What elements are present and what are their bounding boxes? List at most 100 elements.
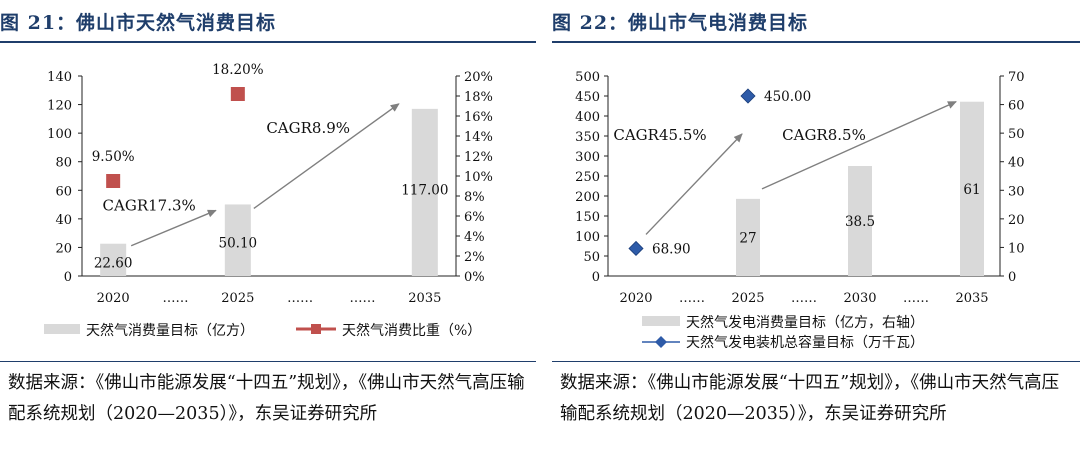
bar-value-label: 117.00 [401,182,448,198]
cagr-arrow-2025-2035 [253,103,400,209]
y-left-tick-label: 40 [55,213,72,228]
x-tick-label: …… [287,291,313,306]
x-tick-label: …… [679,291,705,306]
y-right-tick-label: 70 [1008,70,1025,85]
bar-2020 [100,243,127,276]
legend-label-line: 天然气发电装机总容量目标（万千瓦） [686,334,924,351]
y-left-tick-label: 300 [575,150,600,165]
legend-label-marker: 天然气消费比重（%） [342,322,481,339]
y-left-tick-label: 0 [592,270,600,285]
bar-2035 [411,108,438,276]
cagr-arrow-2025-2035 [761,101,957,190]
capacity-line [636,96,748,248]
figure-22-top-rule [552,41,1080,43]
figure-21-source: 数据来源：《佛山市能源发展“十四五”规划》，《佛山市天然气高压输配系统规划（20… [8,373,525,424]
y-right-tick-label: 50 [1008,127,1025,142]
bar-value-label: 61 [963,182,980,198]
y-left-tick-label: 200 [575,190,600,205]
y-right-tick-label: 20% [464,70,493,85]
share-value-label: 9.50% [92,149,135,165]
y-right-tick-label: 16% [464,110,493,125]
x-tick-label: …… [791,291,817,306]
gas-power-chart: 0501001502002503003504004505000102030405… [575,70,1025,351]
figure-21-bottom-rule [0,361,536,362]
y-right-tick-label: 40 [1008,156,1025,171]
legend-label-bar: 天然气发电消费量目标（亿方，右轴） [686,314,924,331]
cagr-annotation: CAGR8.5% [782,126,866,144]
y-left-tick-label: 60 [55,184,72,199]
legend-swatch-bar [44,324,80,334]
x-tick-label: 2025 [731,291,764,306]
y-left-tick-label: 150 [575,210,600,225]
y-right-tick-label: 14% [464,130,493,145]
y-left-tick-label: 20 [55,241,72,256]
bar-2025 [736,198,760,276]
figure-22-title: 图 22：佛山市气电消费目标 [552,12,809,34]
y-right-tick-label: 18% [464,90,493,105]
figure-22-source: 数据来源：《佛山市能源发展“十四五”规划》，《佛山市天然气高压输配系统规划（20… [560,373,1060,424]
share-marker-2020 [106,174,121,188]
y-right-tick-label: 60 [1008,99,1025,114]
bar-value-label: 38.5 [845,214,875,230]
share-marker-2025 [230,87,245,101]
bar-value-label: 27 [739,230,756,246]
bar-value-label: 50.10 [219,235,258,251]
y-left-tick-label: 450 [575,90,600,105]
y-right-tick-label: 0 [1008,270,1016,285]
y-right-tick-label: 4% [464,230,485,245]
y-left-tick-label: 80 [55,156,72,171]
y-left-tick-label: 100 [575,230,600,245]
y-left-tick-label: 120 [47,99,72,114]
x-tick-label: 2020 [97,291,130,306]
y-left-tick-label: 100 [47,127,72,142]
capacity-value-label: 450.00 [764,89,811,105]
y-right-tick-label: 6% [464,210,485,225]
figure-22-panel: 图 22：佛山市气电消费目标 0 50 100 150 200 250 300 350 400 4… [552,0,1080,473]
y-right-tick-label: 20 [1008,213,1025,228]
y-right-tick-label: 2% [464,250,485,265]
bar-2035 [960,101,984,276]
figure-21-title: 图 21：佛山市天然气消费目标 [0,12,277,34]
gas-consumption-chart: 0 20 40 60 80 100 120 140 0% 2% 4% 6% 8% 10% 12% 14% 16%… [44,62,493,339]
y-right-tick-label: 8% [464,190,485,205]
bar-2030 [848,166,872,276]
y-right-tick-label: 30 [1008,184,1025,199]
legend-label-bar: 天然气消费量目标（亿方） [86,322,254,339]
cagr-annotation: CAGR8.9% [266,119,350,137]
figure-21-top-rule [0,41,536,43]
bar-value-label: 22.60 [94,256,133,272]
y-left-tick-label: 50 [583,250,600,265]
share-value-label: 18.20% [212,62,264,78]
y-left-tick-label: 350 [575,130,600,145]
figure-21-panel: 图 21：佛山市天然气消费目标 0 20 40 60 80 100 120 140 0% 2% 4%… [0,0,536,473]
bar-2025 [224,204,251,276]
y-right-tick-label: 10 [1008,241,1025,256]
capacity-marker-2025 [740,88,756,104]
y-left-tick-label: 0 [64,270,72,285]
legend-swatch-marker [311,324,321,334]
y-left-tick-label: 140 [47,70,72,85]
x-tick-label: 2035 [408,291,441,306]
x-tick-label: 2030 [843,291,876,306]
legend-swatch-bar [642,316,680,326]
cagr-arrow-2020-2025 [130,209,217,247]
y-right-tick-label: 0% [464,270,485,285]
y-right-tick-label: 10% [464,170,493,185]
y-left-tick-label: 250 [575,170,600,185]
x-tick-label: 2020 [619,291,652,306]
cagr-arrow-2020-2025 [645,133,743,235]
x-tick-label: …… [163,291,189,306]
figure-22-bottom-rule [552,361,1080,362]
capacity-marker-2020 [628,240,644,257]
y-left-tick-label: 400 [575,110,600,125]
x-tick-label: 2035 [955,291,988,306]
capacity-value-label: 68.90 [652,241,691,257]
y-left-tick-label: 500 [575,70,600,85]
x-tick-label: …… [350,291,376,306]
cagr-annotation: CAGR45.5% [613,126,706,144]
legend-swatch-marker [655,336,667,348]
y-right-tick-label: 12% [464,150,493,165]
x-tick-label: …… [903,291,929,306]
cagr-annotation: CAGR17.3% [103,196,196,214]
x-tick-label: 2025 [221,291,254,306]
